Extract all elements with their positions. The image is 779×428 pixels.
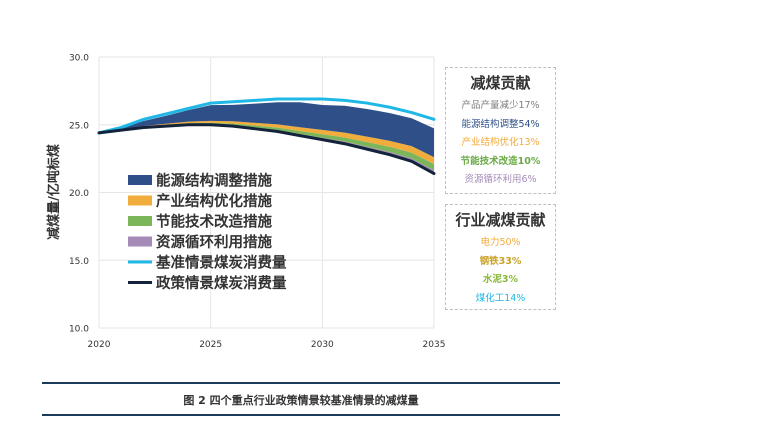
y-tick-label: 30.0 bbox=[69, 54, 89, 64]
legend-label: 产业结构优化措施 bbox=[156, 192, 272, 210]
measures-item: 资源循环利用6% bbox=[464, 174, 537, 185]
caption-rule-top bbox=[42, 382, 560, 384]
legend-label: 资源循环利用措施 bbox=[156, 233, 272, 251]
legend-swatch bbox=[128, 236, 152, 247]
legend-swatch bbox=[128, 195, 152, 206]
y-tick-label: 15.0 bbox=[69, 257, 89, 267]
measures-item: 产业结构优化13% bbox=[461, 137, 540, 148]
legend-label: 节能技术改造措施 bbox=[156, 213, 272, 231]
legend-label: 能源结构调整措施 bbox=[156, 172, 272, 190]
area-节能技术改造措施 bbox=[99, 122, 434, 171]
chart: 10.0 15.0 20.0 25.0 30.0 2020 2025 2030 2035 能源结… bbox=[46, 54, 446, 351]
measures-item: 能源结构调整54% bbox=[461, 118, 540, 130]
line-layer bbox=[97, 97, 436, 176]
measures-item: 节能技术改造10% bbox=[460, 155, 541, 167]
legend-label: 政策情景煤炭消费量 bbox=[156, 274, 287, 292]
industry-contribution-title: 行业减煤贡献 bbox=[455, 211, 546, 229]
caption-rule-bottom bbox=[42, 414, 560, 416]
legend-swatch bbox=[128, 175, 152, 185]
legend: 能源结构调整措施产业结构优化措施节能技术改造措施资源循环利用措施基准情景煤炭消费… bbox=[128, 172, 287, 292]
industry-item: 煤化工14% bbox=[475, 292, 526, 304]
measures-contribution-title: 减煤贡献 bbox=[470, 74, 531, 92]
area-能源结构调整措施 bbox=[99, 102, 434, 158]
industry-contribution-box: 行业减煤贡献 电力50% 钢铁33% 水泥3% 煤化工14% bbox=[445, 204, 556, 310]
measures-contribution-box: 减煤贡献 产品产量减少17% 能源结构调整54% 产业结构优化13% 节能技术改造10… bbox=[445, 67, 556, 194]
y-tick-label: 25.0 bbox=[69, 121, 89, 131]
y-axis-label: 减煤量/亿吨标煤 bbox=[46, 144, 62, 240]
axis-layer: 10.0 15.0 20.0 25.0 30.0 2020 2025 2030 2035 bbox=[69, 54, 446, 351]
x-tick-label: 2030 bbox=[311, 340, 334, 350]
industry-item: 钢铁33% bbox=[479, 255, 522, 267]
legend-swatch bbox=[128, 216, 152, 226]
x-tick-label: 2020 bbox=[88, 340, 111, 350]
industry-item: 水泥3% bbox=[482, 274, 519, 285]
x-tick-label: 2035 bbox=[423, 340, 446, 350]
legend-label: 基准情景煤炭消费量 bbox=[155, 254, 287, 272]
industry-item: 电力50% bbox=[480, 237, 521, 248]
measures-item: 产品产量减少17% bbox=[461, 100, 540, 111]
figure-caption: 图 2 四个重点行业政策情景较基准情景的减煤量 bbox=[183, 394, 419, 407]
x-tick-label: 2025 bbox=[199, 340, 222, 350]
area-layer bbox=[99, 102, 434, 174]
y-tick-label: 20.0 bbox=[69, 189, 89, 199]
policy-line bbox=[97, 123, 436, 176]
baseline-line bbox=[97, 97, 436, 135]
y-tick-label: 10.0 bbox=[69, 325, 89, 335]
